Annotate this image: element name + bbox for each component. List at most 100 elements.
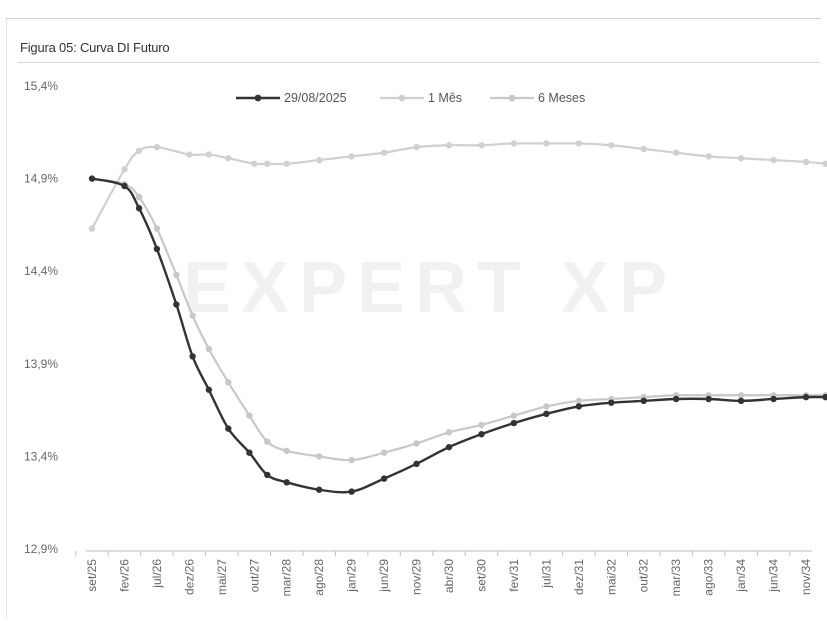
data-point-1 (770, 156, 777, 164)
data-point-2 (510, 412, 518, 419)
data-point-0 (510, 419, 518, 427)
data-point-1 (640, 145, 647, 153)
data-point-1 (608, 142, 615, 149)
data-point-2 (380, 449, 388, 456)
data-point-2 (153, 225, 161, 232)
data-point-1 (543, 140, 550, 147)
data-point-0 (205, 386, 213, 393)
x-axis: set/25 fev/26 jul/26 dez/26 mai/27 out/27 mar/… (75, 550, 813, 597)
legend: 29/08/2025 1 Mês 6 Meses (236, 91, 585, 105)
data-point-2 (348, 456, 355, 464)
data-point-1 (225, 155, 232, 162)
data-point-0 (413, 460, 420, 468)
x-tick-label: jun/34 (767, 559, 781, 593)
x-tick-label: nov/29 (410, 559, 424, 595)
data-point-1 (315, 156, 323, 164)
data-point-0 (225, 425, 232, 432)
data-point-0 (822, 393, 827, 401)
legend-marker (398, 94, 406, 102)
x-tick-label: mai/27 (215, 559, 229, 595)
x-tick-label: dez/26 (182, 559, 196, 595)
y-tick-label: 14,4% (24, 264, 58, 278)
data-point-0 (640, 397, 647, 405)
title-divider (18, 62, 820, 63)
data-point-0 (189, 353, 196, 360)
x-tick-label: ago/33 (702, 559, 716, 596)
data-point-0 (608, 399, 615, 406)
data-point-1 (705, 153, 712, 160)
data-point-1 (348, 153, 355, 160)
data-point-1 (88, 225, 96, 232)
data-point-1 (380, 149, 388, 156)
series-line-1 (91, 142, 826, 230)
data-point-2 (315, 453, 323, 460)
y-axis: 15,4% 14,9% 14,4% 13,9% 13,4% 12,9% (24, 79, 58, 556)
x-tick-label: out/27 (247, 559, 261, 593)
legend-label: 1 Mês (428, 91, 462, 105)
x-tick-label: set/25 (85, 559, 99, 592)
data-point-0 (88, 175, 96, 182)
legend-label: 29/08/2025 (284, 91, 347, 105)
data-point-2 (283, 447, 290, 455)
data-point-1 (822, 160, 827, 167)
data-point-0 (380, 475, 388, 482)
x-tick-label: fev/26 (117, 559, 131, 592)
data-point-2 (737, 392, 745, 399)
data-point-1 (802, 158, 810, 166)
x-tick-label: fev/31 (507, 559, 521, 592)
data-point-1 (575, 140, 583, 147)
data-point-2 (205, 345, 213, 353)
data-point-0 (672, 395, 680, 403)
legend-marker (254, 94, 262, 102)
data-point-0 (246, 449, 253, 456)
x-tick-label: mar/28 (280, 559, 294, 597)
series-line-2 (91, 177, 826, 462)
data-point-1 (264, 160, 271, 167)
data-point-2 (413, 440, 420, 447)
x-tick-label: jan/34 (734, 559, 748, 593)
data-point-1 (205, 151, 213, 158)
data-point-0 (705, 395, 712, 403)
data-point-1 (283, 160, 290, 167)
data-point-2 (246, 412, 253, 419)
data-point-0 (173, 301, 180, 308)
x-tick-label: jul/26 (150, 559, 164, 589)
data-point-1 (510, 140, 518, 147)
data-point-2 (225, 379, 232, 386)
series-group (88, 140, 827, 495)
data-point-0 (478, 430, 485, 438)
chart-frame (6, 18, 821, 619)
y-tick-label: 13,4% (24, 449, 58, 463)
data-point-0 (445, 443, 453, 451)
data-point-0 (135, 205, 143, 212)
data-point-2 (478, 421, 485, 429)
data-point-1 (478, 142, 485, 149)
data-point-1 (445, 142, 453, 149)
x-tick-label: set/30 (474, 559, 488, 592)
x-tick-label: jan/29 (345, 559, 359, 593)
data-point-0 (575, 403, 583, 410)
data-point-0 (348, 488, 355, 495)
x-tick-label: dez/31 (572, 559, 586, 595)
data-point-2 (189, 312, 196, 319)
data-point-1 (135, 147, 143, 155)
data-point-2 (543, 403, 550, 410)
data-point-2 (135, 193, 143, 201)
y-tick-label: 13,9% (24, 357, 58, 371)
data-point-2 (445, 429, 453, 436)
x-tick-label: mai/32 (604, 559, 618, 595)
y-tick-label: 12,9% (24, 542, 58, 556)
x-tick-label: nov/34 (799, 559, 813, 595)
data-point-1 (251, 160, 258, 167)
data-point-0 (264, 471, 271, 479)
y-tick-label: 14,9% (24, 172, 58, 186)
chart-title: Figura 05: Curva DI Futuro (20, 40, 170, 55)
x-tick-label: out/32 (637, 559, 651, 593)
x-tick-label: mar/33 (669, 559, 683, 597)
data-point-1 (121, 166, 128, 173)
data-point-0 (802, 393, 810, 401)
data-point-0 (543, 410, 550, 418)
data-point-0 (770, 395, 777, 403)
watermark-text: EXPERT XP (183, 248, 677, 328)
